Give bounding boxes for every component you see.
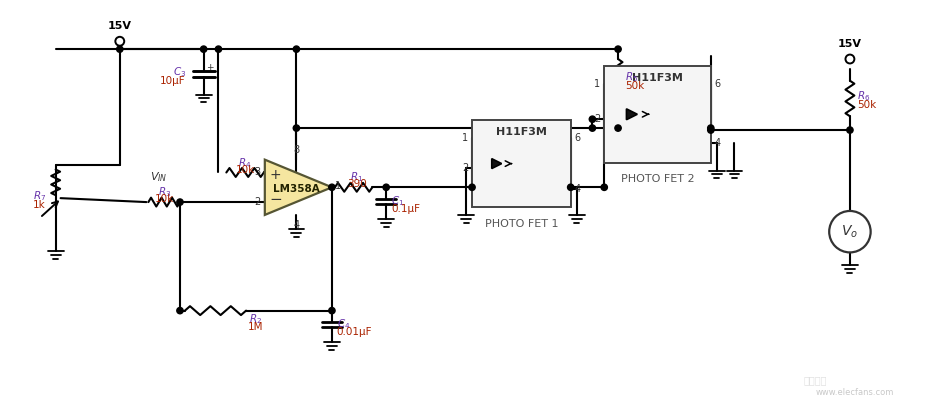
Text: 4: 4 xyxy=(293,220,300,230)
Text: 1M: 1M xyxy=(248,322,264,332)
Text: $R_5$: $R_5$ xyxy=(625,70,638,84)
Text: 1: 1 xyxy=(335,181,341,191)
Text: 0.1μF: 0.1μF xyxy=(392,204,420,214)
Circle shape xyxy=(215,46,222,52)
Text: 50k: 50k xyxy=(625,80,645,90)
Circle shape xyxy=(846,55,854,63)
Text: $R_7$: $R_7$ xyxy=(32,189,46,203)
Polygon shape xyxy=(627,109,637,120)
Text: 6: 6 xyxy=(715,79,720,89)
Text: +: + xyxy=(206,63,213,72)
Text: 4: 4 xyxy=(715,138,720,148)
Text: 1k: 1k xyxy=(33,200,46,210)
Text: 4: 4 xyxy=(574,184,581,194)
Text: 50k: 50k xyxy=(857,100,876,111)
Text: 2: 2 xyxy=(462,163,468,173)
Text: PHOTO FET 1: PHOTO FET 1 xyxy=(484,219,558,229)
Circle shape xyxy=(329,184,335,191)
Text: −: − xyxy=(269,192,283,207)
Circle shape xyxy=(707,127,714,133)
Text: 电子发烧: 电子发烧 xyxy=(804,375,828,385)
Text: $R_2$: $R_2$ xyxy=(249,313,263,327)
Circle shape xyxy=(568,184,574,191)
Text: $C_4$: $C_4$ xyxy=(337,317,350,332)
Text: 2: 2 xyxy=(594,114,600,124)
Text: 10k: 10k xyxy=(235,165,255,175)
Text: 0.01μF: 0.01μF xyxy=(337,327,373,337)
Circle shape xyxy=(177,199,183,205)
Circle shape xyxy=(590,125,595,131)
Circle shape xyxy=(116,37,124,46)
Text: +: + xyxy=(270,168,282,182)
Text: $V_o$: $V_o$ xyxy=(842,224,859,240)
Text: 2: 2 xyxy=(255,197,261,207)
Text: 8: 8 xyxy=(293,145,300,155)
Text: 390: 390 xyxy=(347,179,367,189)
Circle shape xyxy=(615,125,621,131)
Circle shape xyxy=(293,125,300,131)
Text: $C_1$: $C_1$ xyxy=(392,194,405,208)
Text: $R_1$: $R_1$ xyxy=(350,171,363,184)
Circle shape xyxy=(707,125,714,131)
Text: 6: 6 xyxy=(574,133,581,143)
Circle shape xyxy=(117,46,123,52)
Circle shape xyxy=(293,46,300,52)
Circle shape xyxy=(847,127,853,133)
Text: $V_{IN}$: $V_{IN}$ xyxy=(151,171,168,184)
Polygon shape xyxy=(264,160,332,215)
Text: 1: 1 xyxy=(594,79,600,89)
Text: 15V: 15V xyxy=(838,39,862,49)
Text: $R_4$: $R_4$ xyxy=(238,156,252,170)
Text: 1: 1 xyxy=(462,133,468,143)
Circle shape xyxy=(615,46,621,52)
Bar xyxy=(604,66,711,163)
Polygon shape xyxy=(492,159,501,168)
Text: PHOTO FET 2: PHOTO FET 2 xyxy=(621,174,694,184)
Circle shape xyxy=(469,184,475,191)
Circle shape xyxy=(830,211,870,252)
Text: $R_6$: $R_6$ xyxy=(857,90,870,103)
Text: 10μF: 10μF xyxy=(160,76,186,86)
Circle shape xyxy=(590,116,595,122)
Text: 15V: 15V xyxy=(108,21,132,31)
Bar xyxy=(472,120,571,207)
Circle shape xyxy=(200,46,207,52)
Text: H11F3M: H11F3M xyxy=(632,73,683,83)
Text: $R_3$: $R_3$ xyxy=(157,185,171,199)
Text: LM358A: LM358A xyxy=(273,184,319,194)
Circle shape xyxy=(383,184,390,191)
Circle shape xyxy=(177,307,183,314)
Circle shape xyxy=(329,307,335,314)
Text: $C_3$: $C_3$ xyxy=(173,65,186,79)
Text: 3: 3 xyxy=(255,168,261,178)
Text: 10k: 10k xyxy=(155,194,173,204)
Text: www.elecfans.com: www.elecfans.com xyxy=(815,388,894,397)
Circle shape xyxy=(601,184,608,191)
Text: H11F3M: H11F3M xyxy=(496,127,547,137)
